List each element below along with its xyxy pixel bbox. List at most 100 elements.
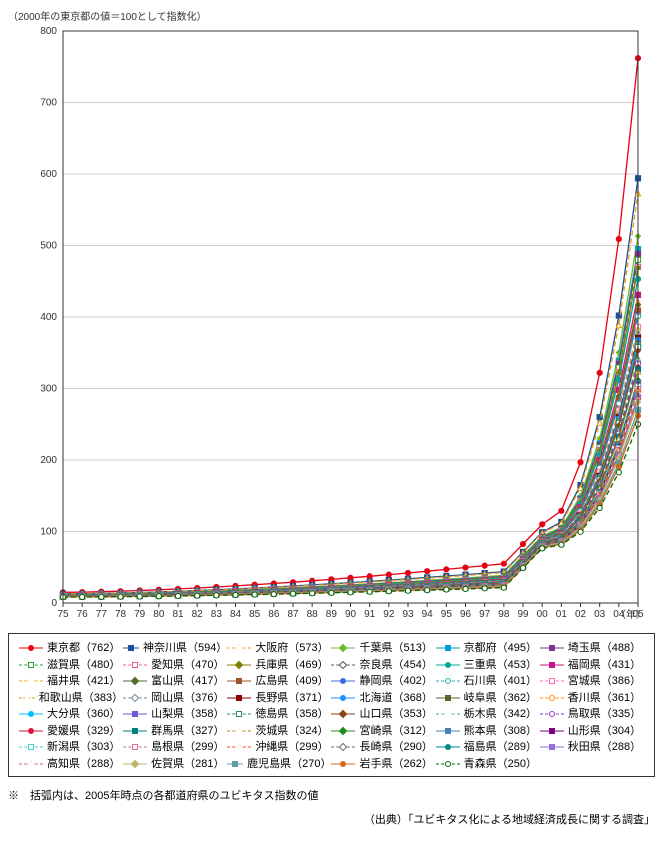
legend-item: 福岡県（431） xyxy=(540,657,644,674)
svg-text:0: 0 xyxy=(51,598,57,609)
legend-item: 青森県（250） xyxy=(436,756,540,773)
legend-label: 宮崎県（312） xyxy=(359,723,432,740)
legend-item: 富山県（417） xyxy=(123,673,227,690)
svg-text:500: 500 xyxy=(40,241,57,252)
svg-text:98: 98 xyxy=(498,609,510,620)
legend-label: 福岡県（431） xyxy=(568,657,641,674)
chart-area: 0100200300400500600700800757677787980818… xyxy=(8,25,648,625)
legend-item: 熊本県（308） xyxy=(436,723,540,740)
svg-text:78: 78 xyxy=(115,609,127,620)
legend-label: 栃木県（342） xyxy=(464,706,537,723)
svg-text:01: 01 xyxy=(556,609,568,620)
legend-label: 香川県（361） xyxy=(568,690,641,707)
legend-item: 神奈川県（594） xyxy=(123,640,227,657)
svg-text:81: 81 xyxy=(172,609,184,620)
legend-item: 兵庫県（469） xyxy=(227,657,331,674)
legend-item: 愛媛県（329） xyxy=(19,723,123,740)
legend-item: 愛知県（470） xyxy=(123,657,227,674)
legend-label: 青森県（250） xyxy=(464,756,537,773)
legend-item: 高知県（288） xyxy=(19,756,123,773)
legend-label: 愛知県（470） xyxy=(151,657,224,674)
legend-label: 群馬県（327） xyxy=(151,723,224,740)
svg-text:85: 85 xyxy=(249,609,261,620)
legend-item: 埼玉県（488） xyxy=(540,640,644,657)
legend-item: 滋賀県（480） xyxy=(19,657,123,674)
svg-text:90: 90 xyxy=(345,609,357,620)
legend-item: 岐阜県（362） xyxy=(436,690,540,707)
svg-text:00: 00 xyxy=(537,609,549,620)
legend-label: 奈良県（454） xyxy=(359,657,432,674)
legend-label: 石川県（401） xyxy=(464,673,537,690)
legend-label: 高知県（288） xyxy=(47,756,120,773)
svg-text:91: 91 xyxy=(364,609,376,620)
legend-label: 京都府（495） xyxy=(464,640,537,657)
legend-item: 広島県（409） xyxy=(227,673,331,690)
legend-item: 山梨県（358） xyxy=(123,706,227,723)
legend: 東京都（762）神奈川県（594） 大阪府（573） 千葉県（513） 京都府（495… xyxy=(8,633,655,777)
svg-text:200: 200 xyxy=(40,455,57,466)
legend-label: 山口県（353） xyxy=(359,706,432,723)
svg-text:94: 94 xyxy=(422,609,434,620)
legend-item: 香川県（361） xyxy=(540,690,644,707)
legend-item: 岩手県（262） xyxy=(331,756,435,773)
svg-text:95: 95 xyxy=(441,609,453,620)
legend-item: 東京都（762） xyxy=(19,640,123,657)
svg-text:80: 80 xyxy=(153,609,165,620)
legend-item: 和歌山県（383） xyxy=(19,690,123,707)
svg-text:100: 100 xyxy=(40,527,57,538)
legend-item: 秋田県（288） xyxy=(540,739,644,756)
svg-text:99: 99 xyxy=(517,609,529,620)
legend-item: 鳥取県（335） xyxy=(540,706,644,723)
svg-text:92: 92 xyxy=(383,609,395,620)
x-axis-suffix: （年） xyxy=(616,606,646,621)
footnote: ※ 括弧内は、2005年時点の各都道府県のユビキタス指数の値 xyxy=(8,787,655,803)
legend-item: 奈良県（454） xyxy=(331,657,435,674)
legend-item: 鹿児島県（270） xyxy=(227,756,331,773)
legend-label: 長崎県（290） xyxy=(359,739,432,756)
legend-label: 富山県（417） xyxy=(151,673,224,690)
svg-text:02: 02 xyxy=(575,609,587,620)
legend-item: 群馬県（327） xyxy=(123,723,227,740)
svg-text:96: 96 xyxy=(460,609,472,620)
legend-item: 徳島県（358） xyxy=(227,706,331,723)
svg-text:77: 77 xyxy=(96,609,108,620)
line-chart-svg: 0100200300400500600700800757677787980818… xyxy=(8,25,648,625)
legend-item: 大分県（360） xyxy=(19,706,123,723)
svg-text:75: 75 xyxy=(57,609,69,620)
svg-text:86: 86 xyxy=(268,609,280,620)
legend-item: 新潟県（303） xyxy=(19,739,123,756)
chart-subtitle: （2000年の東京都の値＝100として指数化） xyxy=(8,8,655,23)
svg-text:800: 800 xyxy=(40,26,57,37)
legend-label: 長野県（371） xyxy=(255,690,328,707)
legend-item: 京都府（495） xyxy=(436,640,540,657)
legend-item: 北海道（368） xyxy=(331,690,435,707)
legend-label: 島根県（299） xyxy=(151,739,224,756)
svg-text:300: 300 xyxy=(40,384,57,395)
legend-item: 山形県（304） xyxy=(540,723,644,740)
legend-item: 石川県（401） xyxy=(436,673,540,690)
legend-label: 熊本県（308） xyxy=(464,723,537,740)
legend-item: 長野県（371） xyxy=(227,690,331,707)
svg-text:88: 88 xyxy=(307,609,319,620)
legend-item: 茨城県（324） xyxy=(227,723,331,740)
legend-label: 北海道（368） xyxy=(359,690,432,707)
legend-label: 千葉県（513） xyxy=(359,640,432,657)
svg-text:82: 82 xyxy=(192,609,204,620)
legend-item: 島根県（299） xyxy=(123,739,227,756)
legend-item: 山口県（353） xyxy=(331,706,435,723)
legend-label: 佐賀県（281） xyxy=(151,756,224,773)
legend-label: 愛媛県（329） xyxy=(47,723,120,740)
legend-label: 岩手県（262） xyxy=(359,756,432,773)
source-attribution: （出典）「ユビキタス化による地域経済成長に関する調査」 xyxy=(8,811,655,827)
svg-text:79: 79 xyxy=(134,609,146,620)
legend-item: 静岡県（402） xyxy=(331,673,435,690)
legend-item: 千葉県（513） xyxy=(331,640,435,657)
legend-label: 鳥取県（335） xyxy=(568,706,641,723)
legend-label: 大阪府（573） xyxy=(255,640,328,657)
svg-text:76: 76 xyxy=(77,609,89,620)
svg-text:97: 97 xyxy=(479,609,491,620)
legend-label: 滋賀県（480） xyxy=(47,657,120,674)
legend-label: 大分県（360） xyxy=(47,706,120,723)
legend-item: 栃木県（342） xyxy=(436,706,540,723)
legend-label: 岐阜県（362） xyxy=(464,690,537,707)
